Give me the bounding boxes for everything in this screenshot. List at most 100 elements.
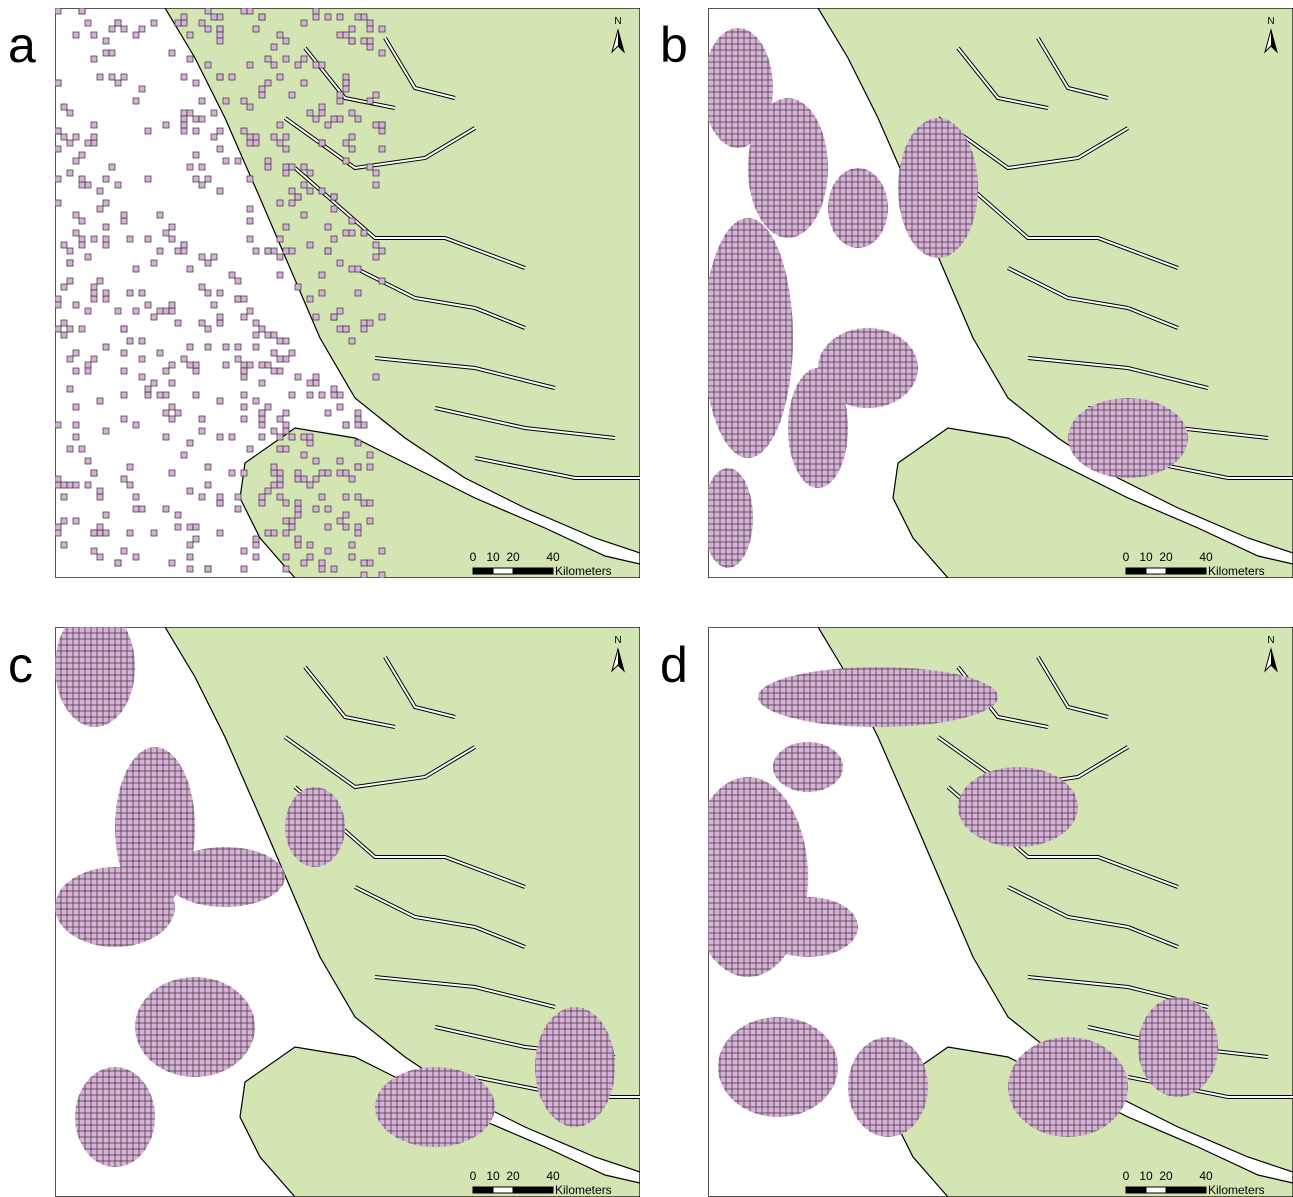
habitat-cell xyxy=(318,109,326,117)
habitat-cell xyxy=(186,163,194,171)
habitat-cell xyxy=(378,547,386,555)
habitat-cell xyxy=(108,49,116,57)
habitat-cell xyxy=(276,445,284,453)
habitat-cell xyxy=(264,79,272,87)
habitat-cell xyxy=(348,541,356,549)
habitat-cell xyxy=(78,445,86,453)
habitat-cell xyxy=(324,13,332,21)
habitat-cell xyxy=(240,8,248,15)
habitat-cell xyxy=(282,517,290,525)
panel-label: a xyxy=(8,17,36,73)
habitat-cell xyxy=(246,133,254,141)
habitat-cell xyxy=(288,163,296,171)
habitat-cell xyxy=(360,37,368,45)
habitat-cell xyxy=(264,331,272,339)
habitat-cell xyxy=(336,97,344,105)
habitat-cell xyxy=(55,301,62,309)
fjord xyxy=(947,167,1179,269)
habitat-area xyxy=(718,1017,838,1117)
habitat-cell xyxy=(216,529,224,537)
habitat-cell xyxy=(288,247,296,255)
habitat-cell xyxy=(66,169,74,177)
habitat-cell xyxy=(258,421,266,429)
fjord xyxy=(384,656,456,718)
habitat-cell xyxy=(306,439,314,447)
habitat-cell xyxy=(270,133,278,141)
habitat-cell xyxy=(312,61,320,69)
habitat-cell xyxy=(55,145,62,153)
habitat-cell xyxy=(156,391,164,399)
habitat-cell xyxy=(120,217,128,225)
habitat-cell xyxy=(306,169,314,177)
habitat-cell xyxy=(84,181,92,189)
land xyxy=(164,627,640,1173)
habitat-cell xyxy=(198,253,206,261)
habitat-cell xyxy=(144,391,152,399)
habitat-cell xyxy=(252,319,260,327)
scale-segment xyxy=(512,567,554,575)
habitat-cell xyxy=(318,103,326,111)
habitat-cell xyxy=(55,523,62,531)
habitat-cell xyxy=(240,373,248,381)
habitat-cell xyxy=(126,289,134,297)
habitat-cell xyxy=(162,409,170,417)
habitat-cell xyxy=(78,175,86,183)
habitat-cell xyxy=(234,277,242,285)
habitat-cell xyxy=(270,481,278,489)
habitat-cell xyxy=(252,541,260,549)
habitat-cell xyxy=(264,361,272,369)
fjord xyxy=(957,47,1049,109)
habitat-cell xyxy=(378,127,386,135)
habitat-cell xyxy=(114,307,122,315)
habitat-cell xyxy=(192,535,200,543)
habitat-cell xyxy=(174,409,182,417)
habitat-cell xyxy=(234,157,242,165)
habitat-cell xyxy=(186,523,194,531)
habitat-cell xyxy=(102,529,110,537)
habitat-cell xyxy=(336,307,344,315)
scale-label: 10 xyxy=(486,550,500,564)
habitat-cell xyxy=(342,229,350,237)
habitat-cell xyxy=(264,157,272,165)
habitat-cell xyxy=(240,367,248,375)
habitat-cell xyxy=(216,145,224,153)
panel-label: b xyxy=(660,17,688,73)
fjord xyxy=(474,457,640,479)
habitat-cell xyxy=(102,295,110,303)
habitat-cell xyxy=(156,247,164,255)
north-label: N xyxy=(614,635,621,646)
scale-segment xyxy=(1125,1186,1147,1194)
habitat-cell xyxy=(282,553,290,561)
habitat-cell xyxy=(336,403,344,411)
habitat-cell xyxy=(156,307,164,315)
habitat-cell xyxy=(282,163,290,171)
habitat-cell xyxy=(138,505,146,513)
fjord xyxy=(434,407,616,439)
habitat-cell xyxy=(258,325,266,333)
habitat-cell xyxy=(192,127,200,135)
habitat-cell xyxy=(150,379,158,387)
habitat-cell xyxy=(78,181,86,189)
habitat-cell xyxy=(270,469,278,477)
habitat-cell xyxy=(276,121,284,129)
habitat-area xyxy=(708,218,793,458)
habitat-cell xyxy=(282,499,290,507)
habitat-cell xyxy=(60,331,68,339)
habitat-cell xyxy=(66,385,74,393)
habitat-cell xyxy=(342,325,350,333)
habitat-cell xyxy=(342,421,350,429)
habitat-cell xyxy=(252,139,260,147)
habitat-area xyxy=(165,847,285,907)
habitat-cell xyxy=(55,175,62,183)
habitat-cell xyxy=(360,229,368,237)
habitat-cell xyxy=(276,475,284,483)
habitat-cell xyxy=(78,217,86,225)
fjord xyxy=(1007,267,1129,309)
habitat-cell xyxy=(312,313,320,321)
habitat-cell xyxy=(366,163,374,171)
habitat-cell xyxy=(138,289,146,297)
habitat-cell xyxy=(102,511,110,519)
habitat-cell xyxy=(66,139,74,147)
habitat-cell xyxy=(306,541,314,549)
habitat-cell xyxy=(132,493,140,501)
